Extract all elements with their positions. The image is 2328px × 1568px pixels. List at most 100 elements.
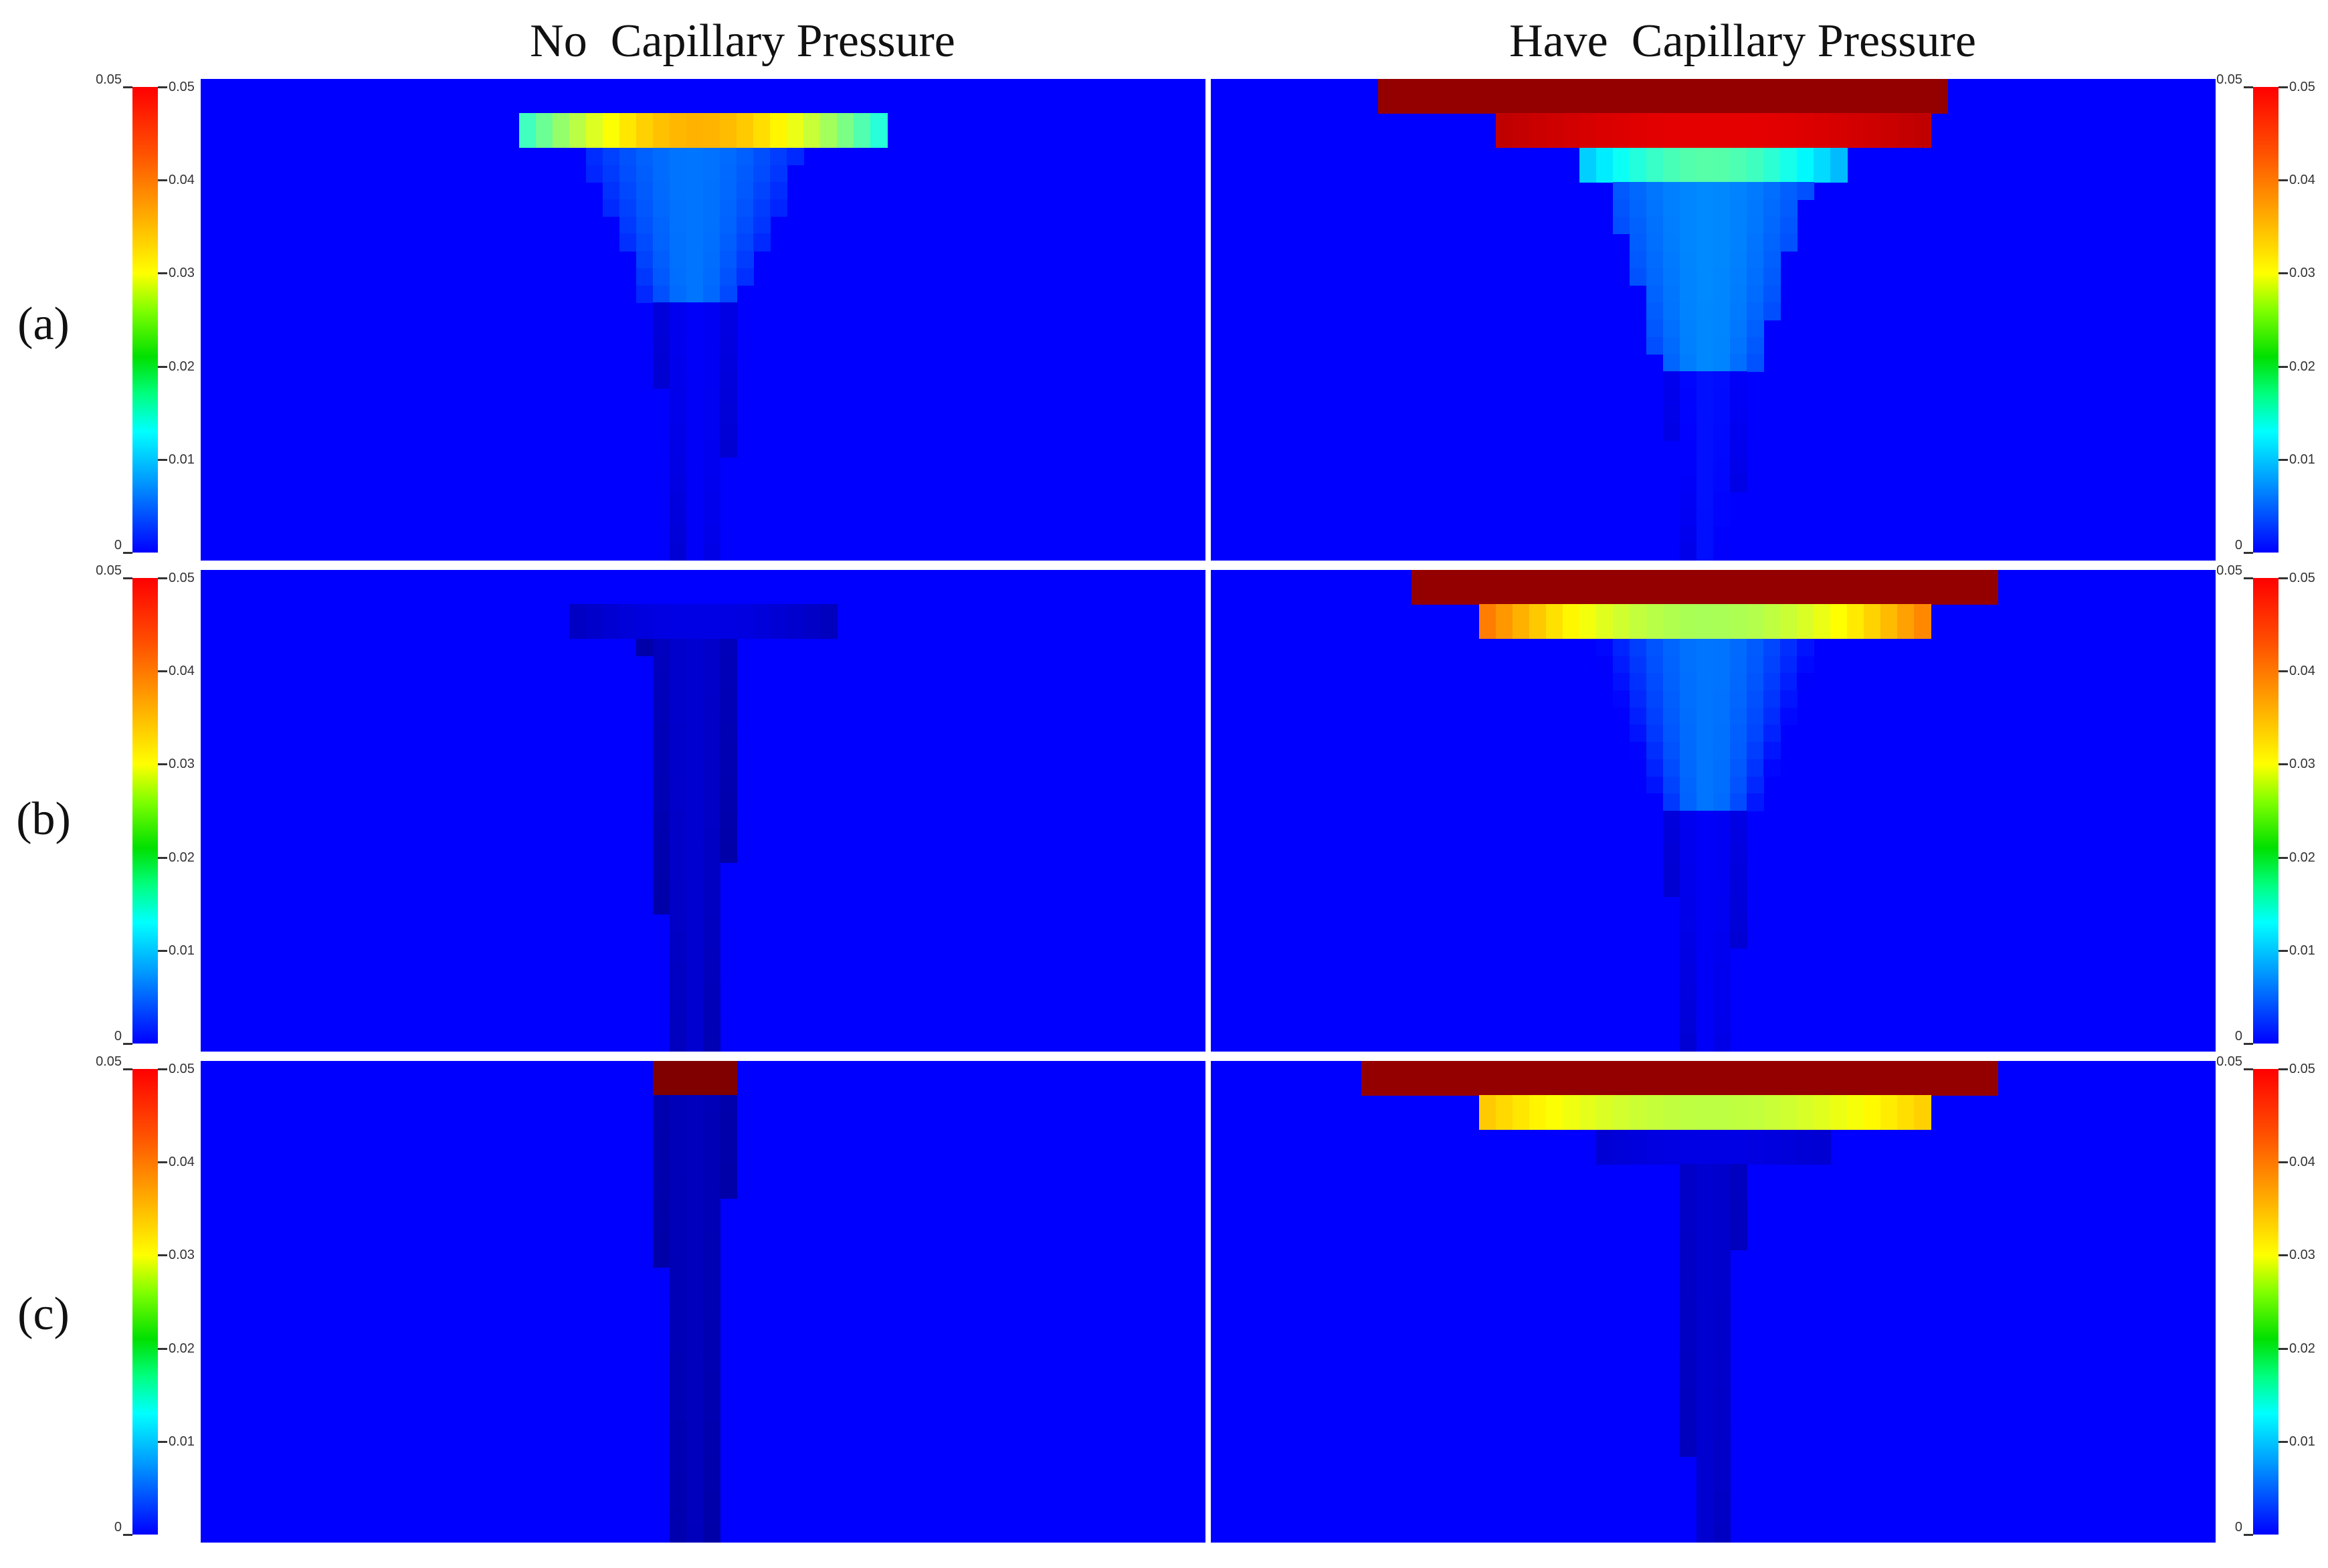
heatmap-cell <box>703 508 720 527</box>
heatmap-cell <box>1696 914 1714 932</box>
heatmap-cell <box>703 405 720 423</box>
heatmap-cell <box>720 776 737 794</box>
heatmap-cell <box>1747 354 1764 372</box>
heatmap-cell <box>1713 405 1731 423</box>
heatmap-cell <box>770 621 787 640</box>
heatmap-cell <box>652 1129 670 1148</box>
heatmap-cell <box>1612 604 1630 622</box>
heatmap-cell <box>686 165 704 183</box>
heatmap-cell <box>1713 1078 1731 1096</box>
heatmap-cell <box>1629 690 1647 708</box>
heatmap-cell <box>1445 96 1463 114</box>
heatmap-cell <box>1880 96 1898 114</box>
heatmap-cell <box>1679 811 1697 829</box>
heatmap-cell <box>1696 1233 1714 1251</box>
heatmap-cell <box>1814 130 1831 149</box>
heatmap-cell <box>1713 811 1731 829</box>
colorbar-gradient <box>2253 1069 2278 1535</box>
heatmap-cell <box>1662 251 1680 269</box>
heatmap-cell <box>569 113 587 131</box>
heatmap-cell <box>1730 388 1747 407</box>
heatmap-cell <box>669 931 687 949</box>
heatmap-cell <box>720 1095 737 1113</box>
heatmap-cell <box>1931 79 1949 97</box>
heatmap-cell <box>1662 79 1680 97</box>
heatmap-cell <box>1595 79 1614 97</box>
colorbar-tick <box>158 1440 167 1443</box>
heatmap-cell <box>652 845 670 863</box>
heatmap-cell <box>1763 165 1781 183</box>
heatmap-cell <box>585 113 603 131</box>
heatmap-cell <box>669 320 687 338</box>
heatmap-cell <box>669 1490 687 1509</box>
heatmap-cell <box>720 216 737 235</box>
heatmap-cell <box>1713 1318 1731 1337</box>
heatmap-cell <box>1897 79 1915 97</box>
heatmap-cell <box>1662 147 1680 166</box>
colorbar-end-tick <box>123 1043 132 1045</box>
heatmap-cell <box>1679 656 1697 674</box>
heatmap-cell <box>1478 1061 1496 1079</box>
heatmap-cell <box>1529 1078 1547 1096</box>
heatmap-cell <box>686 216 704 235</box>
heatmap-cell <box>1646 1129 1664 1148</box>
heatmap-cell <box>1713 302 1731 320</box>
heatmap-cell <box>669 896 687 914</box>
heatmap-cell <box>753 147 771 166</box>
heatmap-cell <box>652 656 670 674</box>
heatmap-cell <box>1679 1405 1697 1423</box>
heatmap-cell <box>1595 96 1614 114</box>
heatmap-cell <box>703 1250 720 1268</box>
heatmap-panel-r1-c0 <box>201 570 1205 1052</box>
heatmap-cell <box>1696 638 1714 657</box>
heatmap-cell <box>669 1525 687 1543</box>
heatmap-cell <box>652 1181 670 1199</box>
heatmap-cell <box>1763 604 1781 622</box>
heatmap-cell <box>1730 793 1747 811</box>
colorbar-tick <box>2278 670 2288 673</box>
heatmap-cell <box>1696 707 1714 726</box>
heatmap-cell <box>1914 130 1932 149</box>
heatmap-cell <box>1696 457 1714 476</box>
colorbar-tick <box>2278 179 2288 182</box>
heatmap-cell <box>1730 1112 1747 1131</box>
heatmap-cell <box>720 113 737 131</box>
heatmap-cell <box>1646 673 1664 691</box>
colorbar-tick <box>158 272 167 275</box>
heatmap-cell <box>669 440 687 458</box>
heatmap-cell <box>1713 1387 1731 1405</box>
heatmap-cell <box>1713 216 1731 235</box>
heatmap-cell <box>1713 457 1731 476</box>
colorbar-end-label: 0 <box>114 538 122 553</box>
heatmap-cell <box>1629 570 1647 588</box>
colorbar-end-label: 0 <box>2234 538 2242 553</box>
heatmap-cell <box>1696 199 1714 217</box>
heatmap-cell <box>1562 113 1580 131</box>
heatmap-cell <box>1679 1112 1697 1131</box>
heatmap-cell <box>1512 113 1530 131</box>
colorbar-tick-label: 0.01 <box>169 1434 195 1449</box>
heatmap-cell <box>1713 199 1731 217</box>
heatmap-cell <box>1847 604 1864 622</box>
heatmap-cell <box>552 113 570 131</box>
heatmap-cell <box>669 1250 687 1268</box>
heatmap-cell <box>535 113 553 131</box>
heatmap-cell <box>737 251 754 269</box>
heatmap-cell <box>686 199 704 217</box>
heatmap-cell <box>686 965 704 983</box>
heatmap-cell <box>1914 79 1932 97</box>
heatmap-cell <box>854 130 871 149</box>
heatmap-cell <box>1797 165 1814 183</box>
colorbar-end-tick <box>2244 552 2253 554</box>
heatmap-cell <box>1897 1078 1915 1096</box>
heatmap-cell <box>686 656 704 674</box>
heatmap-cell <box>1662 423 1680 441</box>
heatmap-cell <box>1730 320 1747 338</box>
heatmap-cell <box>1495 587 1513 605</box>
heatmap-cell <box>652 1198 670 1217</box>
heatmap-cell <box>1730 827 1747 846</box>
heatmap-cell <box>686 896 704 914</box>
colorbar-tick-label: 0.04 <box>2289 1155 2315 1170</box>
heatmap-cell <box>1629 251 1647 269</box>
heatmap-cell <box>1696 302 1714 320</box>
